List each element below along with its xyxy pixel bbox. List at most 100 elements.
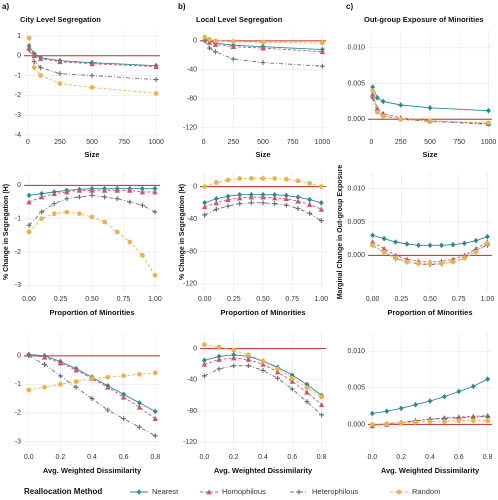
- marker: [127, 187, 133, 193]
- marker: [289, 386, 295, 392]
- series-line: [28, 37, 157, 94]
- marker: [136, 404, 143, 410]
- x-axis-label: Avg. Weighted Dissimilarity: [43, 466, 142, 475]
- y-tick-label: -1: [15, 72, 21, 79]
- y-tick-label: 0.010: [347, 348, 365, 355]
- marker: [89, 214, 95, 220]
- marker: [26, 387, 32, 393]
- marker: [213, 195, 219, 202]
- marker: [236, 195, 243, 201]
- marker: [260, 358, 266, 364]
- marker: [216, 356, 222, 362]
- x-tick-label: 0.2: [229, 454, 239, 461]
- marker: [105, 374, 111, 380]
- panel: a) City Level Segregation 1 0 -1 -2 -3 -4 0 250 50…: [2, 2, 164, 159]
- marker: [442, 393, 447, 400]
- y-axis-label: Marginal Change in Out-group Exposure: [337, 165, 344, 300]
- marker: [413, 419, 418, 425]
- y-tick-label: -120: [183, 125, 197, 132]
- marker: [26, 199, 32, 205]
- marker: [384, 408, 390, 415]
- panel-label: a): [2, 2, 9, 11]
- marker: [381, 249, 387, 255]
- marker: [202, 184, 208, 189]
- series-line: [28, 49, 157, 80]
- marker: [152, 272, 158, 278]
- y-tick-label: -40: [187, 67, 197, 74]
- marker: [295, 198, 301, 204]
- y-tick-label: -1: [15, 216, 21, 223]
- marker: [38, 65, 44, 71]
- marker: [230, 355, 237, 361]
- panel: 0 -40 -80 -120 0.00 0.25 0.50 0.75 1.00 Proportio…: [179, 172, 328, 317]
- marker: [283, 195, 290, 202]
- x-tick-label: 0.2: [396, 454, 406, 461]
- marker: [260, 200, 266, 206]
- x-axis-label: Avg. Weighted Dissimilarity: [381, 466, 480, 475]
- x-tick-label: 1.00: [148, 296, 162, 303]
- x-tick-label: 0.8: [483, 454, 493, 461]
- panel-title: City Level Segregation: [20, 15, 101, 24]
- marker: [102, 194, 107, 200]
- panel: b) Local Level Segregation 0 -40 -80 -120 0 250…: [178, 2, 330, 159]
- y-tick-label: 0.010: [347, 45, 365, 52]
- marker: [152, 433, 158, 439]
- x-tick-label: 1000: [148, 139, 164, 146]
- marker: [121, 373, 127, 379]
- marker: [101, 187, 108, 193]
- x-tick-label: 250: [395, 139, 407, 146]
- marker: [207, 37, 212, 42]
- marker: [127, 239, 133, 245]
- marker: [237, 191, 243, 198]
- marker: [260, 194, 266, 200]
- y-tick-label: -2: [15, 410, 21, 417]
- marker: [473, 249, 479, 255]
- marker: [105, 384, 111, 390]
- marker: [89, 376, 95, 382]
- series-line: [28, 355, 156, 437]
- marker: [456, 388, 462, 395]
- panel-title: Out-group Exposure of Minorities: [364, 15, 484, 24]
- x-axis-label: Size: [422, 150, 437, 159]
- y-tick-label: 0.005: [347, 385, 365, 392]
- series-line: [204, 178, 322, 188]
- marker: [307, 180, 313, 186]
- marker: [201, 204, 208, 210]
- marker: [212, 41, 219, 47]
- marker: [307, 196, 313, 203]
- marker: [73, 384, 79, 390]
- series-line: [372, 94, 489, 125]
- x-axis-label: Proportion of Minorities: [50, 308, 135, 317]
- marker: [473, 237, 479, 244]
- marker: [427, 419, 433, 424]
- marker: [114, 229, 120, 235]
- y-tick-label: 0.010: [347, 186, 365, 193]
- marker: [245, 356, 252, 362]
- marker: [320, 63, 325, 69]
- marker: [152, 370, 158, 376]
- marker: [260, 45, 266, 51]
- marker: [76, 187, 83, 193]
- panel: 0 -40 -80 -120 0.0 0.2 0.4 0.6 0.8 Avg. Weighted …: [183, 333, 327, 475]
- marker: [114, 187, 120, 193]
- marker: [381, 245, 387, 252]
- marker: [89, 60, 95, 67]
- marker: [319, 394, 325, 400]
- marker: [121, 416, 127, 422]
- marker: [152, 415, 158, 422]
- marker: [213, 49, 218, 55]
- marker: [57, 71, 63, 76]
- marker: [57, 381, 63, 387]
- series-line: [28, 47, 157, 68]
- marker: [89, 73, 95, 78]
- marker: [201, 357, 207, 364]
- marker: [486, 120, 491, 126]
- marker: [295, 206, 301, 211]
- marker: [120, 394, 127, 400]
- y-tick-label: -2: [15, 249, 21, 256]
- marker: [306, 201, 313, 207]
- marker: [374, 105, 381, 111]
- y-tick-label: -120: [183, 439, 197, 446]
- marker: [136, 489, 142, 495]
